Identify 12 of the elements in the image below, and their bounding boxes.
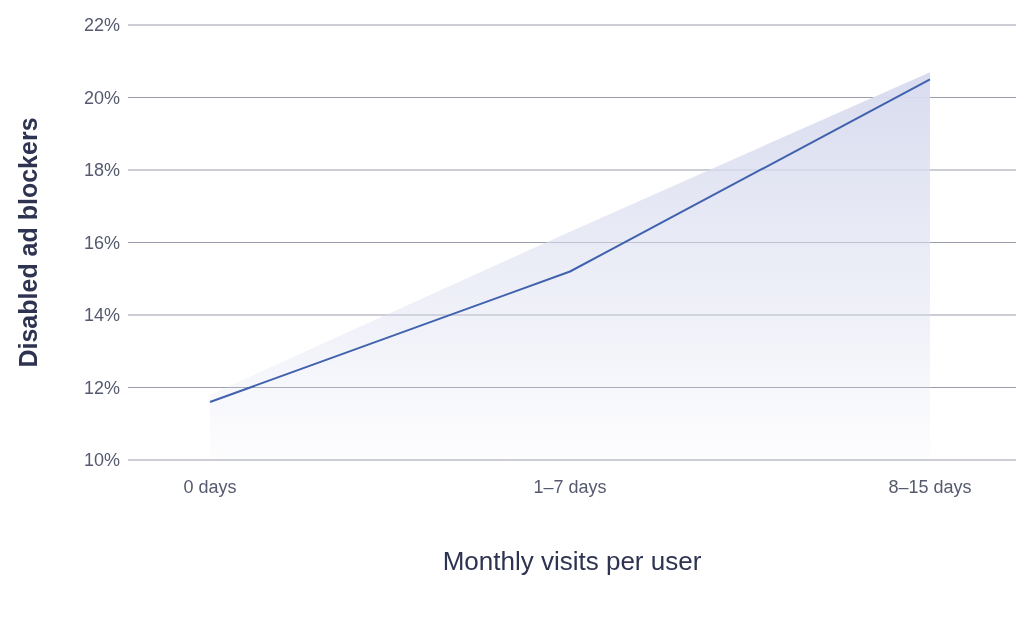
y-tick-label: 16% — [83, 232, 120, 253]
y-tick-label: 12% — [83, 377, 120, 398]
x-tick-label: 1–7 days — [533, 476, 607, 497]
y-tick-label: 20% — [83, 87, 120, 108]
y-tick-label: 14% — [83, 305, 120, 326]
y-tick-label: 18% — [83, 160, 120, 181]
y-tick-label: 22% — [83, 15, 120, 36]
x-tick-label: 8–15 days — [888, 476, 972, 497]
y-axis-title: Disabled ad blockers — [13, 117, 42, 368]
x-axis-title: Monthly visits per user — [442, 546, 702, 576]
y-tick-label: 10% — [83, 450, 120, 471]
x-tick-label: 0 days — [183, 476, 237, 497]
